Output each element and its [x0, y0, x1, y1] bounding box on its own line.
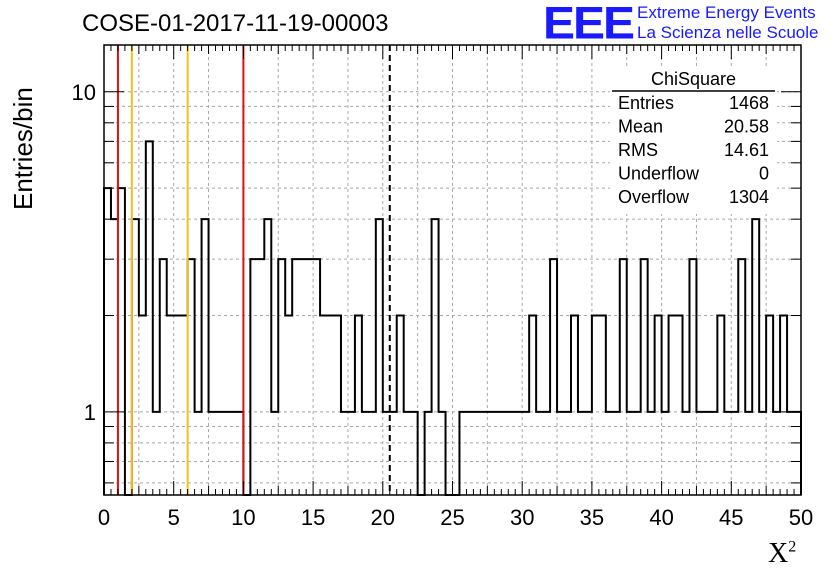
logo-caption-line1: Extreme Energy Events	[637, 3, 816, 22]
stats-row-value: 0	[759, 164, 769, 184]
x-tick-label: 45	[719, 505, 743, 530]
stats-row-value: 1304	[729, 187, 769, 207]
x-tick-label: 30	[510, 505, 534, 530]
stats-row-value: 1468	[729, 93, 769, 113]
histogram-series-line	[103, 140, 802, 496]
x-tick-label: 10	[231, 505, 255, 530]
x-tick-label: 5	[168, 505, 180, 530]
logo-caption-line2: La Scienza nelle Scuole	[637, 23, 819, 42]
stats-row-value: 14.61	[724, 140, 769, 160]
y-tick-label: 1	[84, 400, 96, 425]
x-axis-label: X2	[768, 538, 796, 570]
y-tick-label: 10	[72, 80, 96, 105]
stats-row-value: 20.58	[724, 117, 769, 137]
x-tick-label: 25	[440, 505, 464, 530]
x-axis-label-sup: 2	[788, 538, 797, 556]
stats-row-label: Entries	[618, 93, 674, 113]
stats-row-label: Mean	[618, 117, 663, 137]
x-tick-label: 50	[789, 505, 813, 530]
stats-box-title: ChiSquare	[651, 69, 736, 89]
x-tick-label: 40	[649, 505, 673, 530]
eee-logo: EEE	[543, 0, 635, 49]
stats-row-label: Underflow	[618, 164, 700, 184]
x-tick-label: 0	[98, 505, 110, 530]
x-tick-label: 15	[301, 505, 325, 530]
x-tick-label: 20	[371, 505, 395, 530]
stats-row-label: Overflow	[618, 187, 690, 207]
x-tick-label: 35	[580, 505, 604, 530]
x-axis-label-base: X	[768, 538, 789, 569]
chart-title: COSE-01-2017-11-19-00003	[82, 10, 389, 37]
stats-row-label: RMS	[618, 140, 658, 160]
